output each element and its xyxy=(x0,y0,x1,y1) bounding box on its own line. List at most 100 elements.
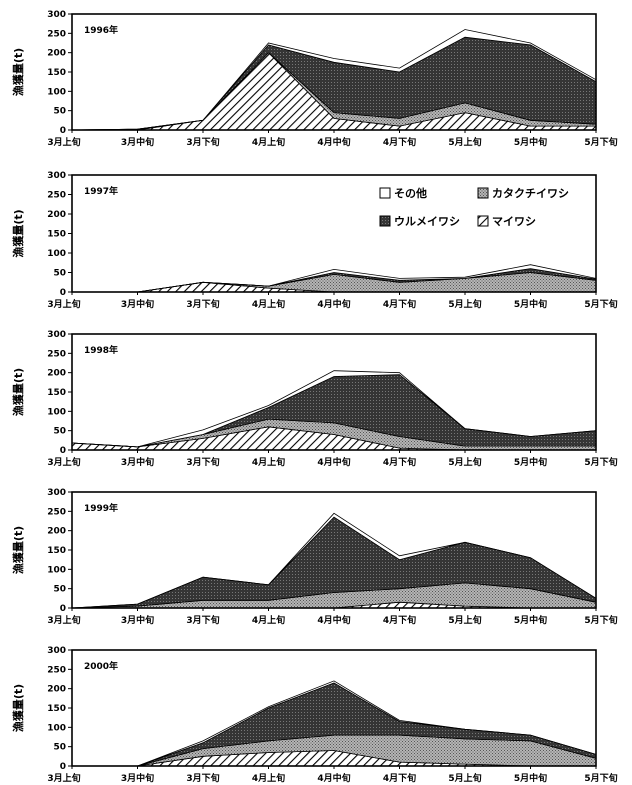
x-tick-label: 3月中旬 xyxy=(121,614,154,626)
legend-label-katakuchi: カタクチイワシ xyxy=(492,187,569,200)
y-tick-label: 300 xyxy=(47,171,66,181)
legend-item-maiwashi: マイワシ xyxy=(477,215,536,228)
y-tick-label: 100 xyxy=(47,249,66,259)
x-tick-label: 3月中旬 xyxy=(121,456,154,468)
x-tick-label: 3月中旬 xyxy=(121,772,154,784)
y-tick-label: 150 xyxy=(47,704,66,714)
chart-panel-1998年: 0 50 100 150 200 250 300 3月上旬 3月中旬 3月下旬 4月上旬 4月中旬 4月… xyxy=(11,330,618,468)
x-tick-label: 5月上旬 xyxy=(448,456,481,468)
x-tick-label: 3月中旬 xyxy=(121,298,154,310)
y-tick-label: 0 xyxy=(60,446,66,456)
chart-panel-1996年: 0 50 100 150 200 250 300 3月上旬 3月中旬 3月下旬 4月上旬 4月中旬 4月… xyxy=(11,10,618,148)
y-tick-label: 250 xyxy=(47,191,66,201)
y-tick-label: 0 xyxy=(60,126,66,136)
legend-swatch-other xyxy=(379,187,391,199)
x-tick-label: 4月下旬 xyxy=(383,772,416,784)
y-tick-label: 50 xyxy=(53,269,66,279)
x-tick-label: 4月中旬 xyxy=(317,614,350,626)
x-tick-label: 4月上旬 xyxy=(252,136,285,148)
y-tick-label: 250 xyxy=(47,507,66,517)
x-tick-label: 3月下旬 xyxy=(186,298,219,310)
x-tick-label: 5月中旬 xyxy=(514,136,547,148)
x-tick-label: 3月下旬 xyxy=(186,614,219,626)
area-katakuchi xyxy=(72,272,597,293)
x-tick-label: 4月上旬 xyxy=(252,456,285,468)
y-tick-label: 300 xyxy=(47,10,66,20)
x-tick-label: 5月中旬 xyxy=(514,298,547,310)
chart-panel-1999年: 0 50 100 150 200 250 300 3月上旬 3月中旬 3月下旬 4月上旬 4月中旬 4月… xyxy=(11,488,618,626)
year-label: 1998年 xyxy=(84,344,118,356)
x-tick-label: 5月下旬 xyxy=(584,456,617,468)
x-tick-label: 5月中旬 xyxy=(514,772,547,784)
legend-swatch-maiwashi xyxy=(477,215,489,227)
x-tick-label: 5月下旬 xyxy=(584,298,617,310)
x-tick-label: 5月上旬 xyxy=(448,772,481,784)
year-label: 1996年 xyxy=(84,24,118,36)
y-tick-label: 150 xyxy=(47,230,66,240)
x-tick-label: 5月下旬 xyxy=(584,614,617,626)
y-tick-label: 200 xyxy=(47,369,66,379)
year-label: 1997年 xyxy=(84,185,118,197)
x-tick-label: 4月下旬 xyxy=(383,136,416,148)
y-tick-label: 200 xyxy=(47,49,66,59)
y-tick-label: 0 xyxy=(60,288,66,298)
x-tick-label: 4月中旬 xyxy=(317,772,350,784)
y-tick-label: 100 xyxy=(47,407,66,417)
y-tick-label: 150 xyxy=(47,388,66,398)
y-tick-label: 100 xyxy=(47,723,66,733)
legend-item-katakuchi: カタクチイワシ xyxy=(477,187,569,200)
x-tick-label: 4月中旬 xyxy=(317,298,350,310)
y-tick-label: 100 xyxy=(47,87,66,97)
x-tick-label: 5月上旬 xyxy=(448,614,481,626)
x-tick-label: 4月下旬 xyxy=(383,456,416,468)
chart-panel-2000年: 0 50 100 150 200 250 300 3月上旬 3月中旬 3月下旬 4月上旬 4月中旬 4月… xyxy=(11,646,618,784)
y-tick-label: 300 xyxy=(47,488,66,498)
y-tick-label: 50 xyxy=(53,427,66,437)
year-label: 2000年 xyxy=(84,660,118,672)
x-tick-label: 5月上旬 xyxy=(448,136,481,148)
x-tick-label: 5月中旬 xyxy=(514,456,547,468)
x-tick-label: 4月下旬 xyxy=(383,298,416,310)
legend-label-urume: ウルメイワシ xyxy=(394,215,460,228)
y-tick-label: 250 xyxy=(47,665,66,675)
y-axis-label: 漁獲量(t) xyxy=(11,526,25,574)
x-tick-label: 3月中旬 xyxy=(121,136,154,148)
x-tick-label: 5月中旬 xyxy=(514,614,547,626)
x-tick-label: 3月下旬 xyxy=(186,456,219,468)
y-tick-label: 300 xyxy=(47,330,66,340)
y-tick-label: 250 xyxy=(47,29,66,39)
y-tick-label: 150 xyxy=(47,546,66,556)
x-tick-label: 3月上旬 xyxy=(47,298,80,310)
x-tick-label: 4月中旬 xyxy=(317,136,350,148)
x-tick-label: 3月上旬 xyxy=(47,136,80,148)
x-tick-label: 3月下旬 xyxy=(186,136,219,148)
chart-panel-1997年: 0 50 100 150 200 250 300 3月上旬 3月中旬 3月下旬 4月上旬 4月中旬 4月… xyxy=(11,171,618,310)
y-tick-label: 50 xyxy=(53,743,66,753)
y-axis-label: 漁獲量(t) xyxy=(11,684,25,732)
y-tick-label: 0 xyxy=(60,604,66,614)
y-tick-label: 200 xyxy=(47,210,66,220)
x-tick-label: 4月上旬 xyxy=(252,772,285,784)
y-tick-label: 200 xyxy=(47,527,66,537)
y-tick-label: 50 xyxy=(53,107,66,117)
x-tick-label: 3月上旬 xyxy=(47,772,80,784)
legend-label-other: その他 xyxy=(394,186,427,200)
x-tick-label: 4月中旬 xyxy=(317,456,350,468)
y-axis-label: 漁獲量(t) xyxy=(11,209,25,257)
x-tick-label: 5月下旬 xyxy=(584,772,617,784)
y-tick-label: 0 xyxy=(60,762,66,772)
y-axis-label: 漁獲量(t) xyxy=(11,368,25,416)
x-tick-label: 4月上旬 xyxy=(252,298,285,310)
y-axis-label: 漁獲量(t) xyxy=(11,48,25,96)
legend-label-maiwashi: マイワシ xyxy=(492,215,536,228)
x-tick-label: 3月上旬 xyxy=(47,456,80,468)
y-tick-label: 100 xyxy=(47,565,66,575)
legend-swatch-urume xyxy=(379,215,391,227)
y-tick-label: 200 xyxy=(47,685,66,695)
legend-item-other: その他 xyxy=(379,186,427,200)
year-label: 1999年 xyxy=(84,502,118,514)
legend-item-urume: ウルメイワシ xyxy=(379,215,460,228)
y-tick-label: 150 xyxy=(47,68,66,78)
